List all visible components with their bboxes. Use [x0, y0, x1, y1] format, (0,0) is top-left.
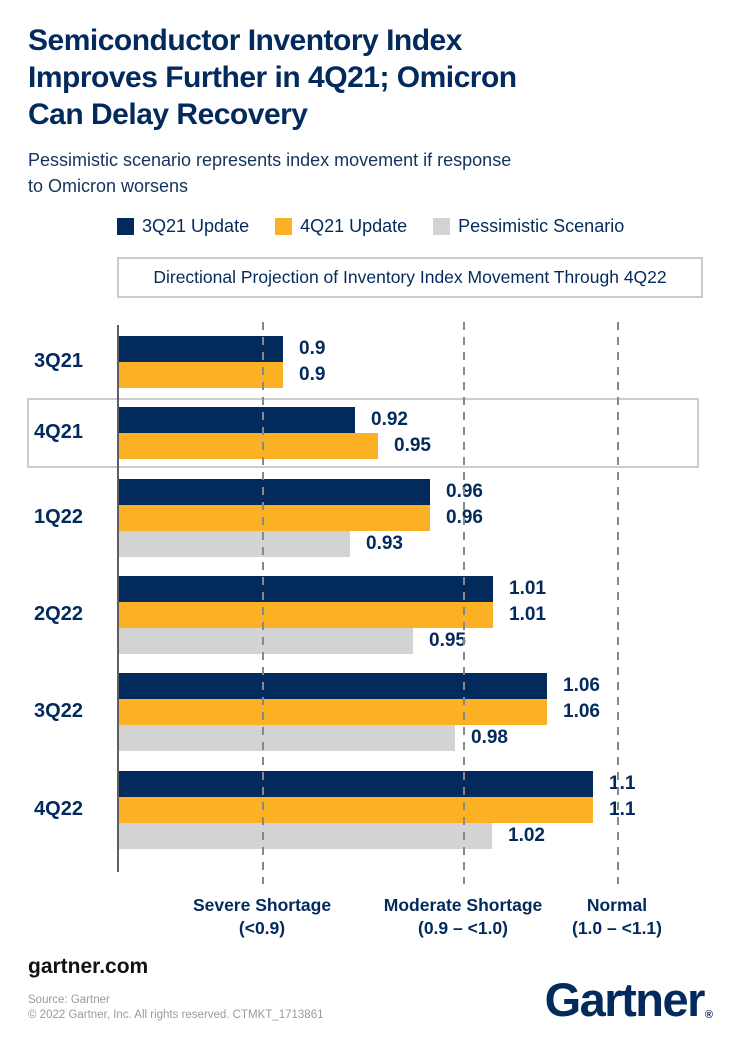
- legend-label: Pessimistic Scenario: [458, 216, 625, 236]
- bar-3q21-4q21-update: 0.9: [117, 362, 329, 388]
- bar-group-4q21: 4Q21 0.92 0.95: [0, 407, 738, 459]
- x-band-label-0: Severe Shortage (<0.9): [192, 895, 332, 938]
- x-band-label-2: Normal (1.0 – <1.1): [572, 895, 662, 938]
- category-label: 2Q22: [34, 603, 83, 625]
- bar-value-label: 0.98: [468, 725, 511, 751]
- gartner-url[interactable]: gartner.com: [28, 955, 149, 978]
- bar-group-3q21: 3Q21 0.9 0.9: [0, 336, 738, 388]
- bar-4q22-4q21-update: 1.1: [117, 797, 639, 823]
- bar-2q22-pessimistic-scenario: 0.95: [117, 628, 469, 654]
- bar-value-label: 1.02: [505, 823, 548, 849]
- bar-value-label: 0.9: [296, 336, 329, 362]
- bar-value-label: 1.1: [606, 771, 639, 797]
- bar-2q22-4q21-update: 1.01: [117, 602, 549, 628]
- bar-1q22-4q21-update: 0.96: [117, 505, 486, 531]
- bar-group-3q22: 3Q22 1.06 1.06 0.98: [0, 673, 738, 751]
- bar-value-label: 0.95: [391, 433, 434, 459]
- legend-label: 4Q21 Update: [300, 216, 408, 236]
- legend-item-1: 4Q21 Update: [275, 216, 407, 237]
- legend-swatch-icon: [275, 218, 293, 235]
- chart-area: 3Q210.90.94Q210.920.951Q220.960.960.932Q…: [0, 322, 738, 962]
- gridline-band-boundary-0: [262, 322, 264, 884]
- bar-value-label: 1.01: [506, 602, 549, 628]
- legend: 3Q21 Update 4Q21 Update Pessimistic Scenar…: [117, 216, 624, 237]
- legend-swatch-icon: [117, 218, 134, 235]
- bar-value-label: 0.95: [426, 628, 469, 654]
- source-fineprint: Source: Gartner © 2022 Gartner, Inc. All…: [28, 994, 324, 1021]
- bar-value-label: 0.92: [368, 407, 411, 433]
- bar-group-4q22: 4Q22 1.1 1.1 1.02: [0, 771, 738, 849]
- category-label: 3Q21: [34, 350, 83, 372]
- gartner-logo-text: Gartner: [544, 973, 706, 1026]
- category-label: 1Q22: [34, 506, 83, 528]
- bar-1q22-3q21-update: 0.96: [117, 479, 486, 505]
- legend-item-2: Pessimistic Scenario: [433, 216, 624, 237]
- bar-value-label: 0.93: [363, 531, 406, 557]
- bar-4q22-pessimistic-scenario: 1.02: [117, 823, 548, 849]
- bar-value-label: 0.9: [296, 362, 329, 388]
- bar-value-label: 1.06: [560, 699, 603, 725]
- category-label: 4Q22: [34, 798, 83, 820]
- bar-4q22-3q21-update: 1.1: [117, 771, 639, 797]
- legend-label: 3Q21 Update: [142, 216, 250, 236]
- page-title: Semiconductor Inventory Index Improves F…: [28, 24, 517, 131]
- bar-2q22-3q21-update: 1.01: [117, 576, 549, 602]
- highlight-box-4q21: [27, 398, 699, 468]
- bar-3q21-3q21-update: 0.9: [117, 336, 329, 362]
- legend-swatch-icon: [433, 218, 451, 235]
- y-axis-line: [117, 325, 119, 872]
- bar-1q22-pessimistic-scenario: 0.93: [117, 531, 406, 557]
- bar-value-label: 1.01: [506, 576, 549, 602]
- legend-item-0: 3Q21 Update: [117, 216, 249, 237]
- bar-value-label: 1.06: [560, 673, 603, 699]
- bar-group-2q22: 2Q22 1.01 1.01 0.95: [0, 576, 738, 654]
- bar-3q22-pessimistic-scenario: 0.98: [117, 725, 511, 751]
- x-band-label-1: Moderate Shortage (0.9 – <1.0): [383, 895, 543, 938]
- bar-4q21-4q21-update: 0.95: [117, 433, 434, 459]
- category-label: 3Q22: [34, 700, 83, 722]
- bar-value-label: 1.1: [606, 797, 639, 823]
- gridline-band-boundary-1: [463, 322, 465, 884]
- callout-text: Directional Projection of Inventory Inde…: [153, 267, 667, 287]
- page-subtitle: Pessimistic scenario represents index mo…: [28, 150, 512, 196]
- callout-box: Directional Projection of Inventory Inde…: [117, 257, 703, 298]
- category-label: 4Q21: [34, 421, 83, 443]
- registered-mark: ®: [704, 1009, 713, 1021]
- bar-4q21-3q21-update: 0.92: [117, 407, 411, 433]
- bar-3q22-3q21-update: 1.06: [117, 673, 603, 699]
- gartner-logo: Gartner®: [544, 972, 713, 1027]
- bar-3q22-4q21-update: 1.06: [117, 699, 603, 725]
- gridline-band-boundary-2: [617, 322, 619, 884]
